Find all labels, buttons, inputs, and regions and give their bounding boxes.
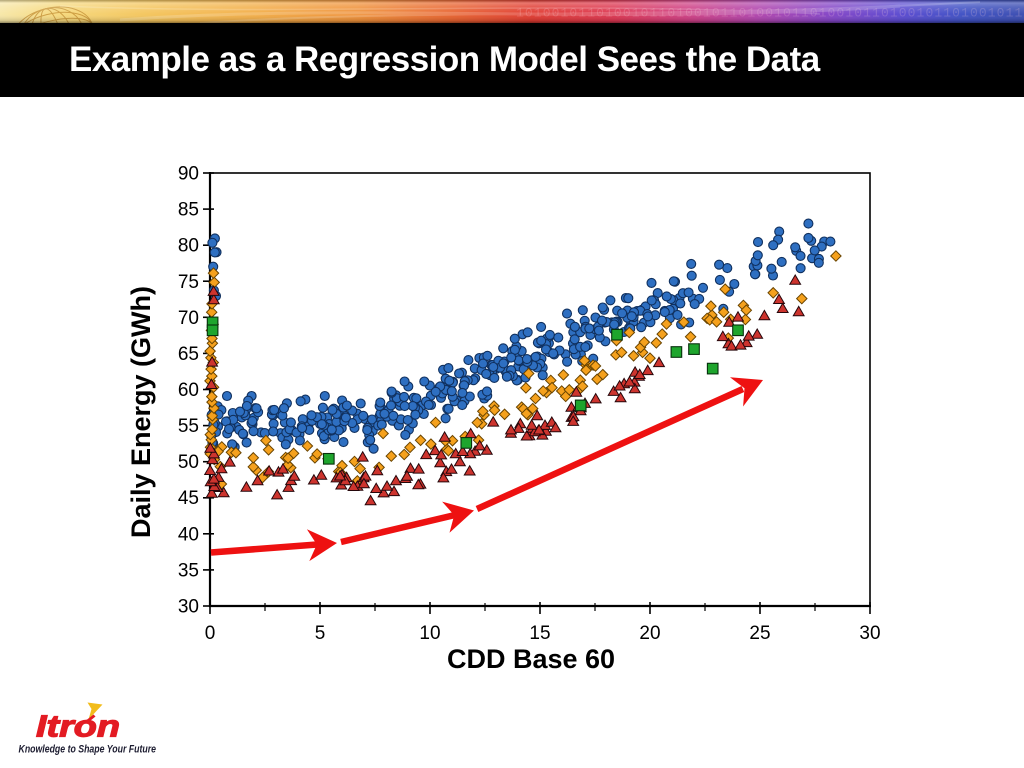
svg-text:55: 55 <box>178 416 199 437</box>
svg-text:Knowledge to Shape Your Future: Knowledge to Shape Your Future <box>19 744 157 756</box>
svg-text:15: 15 <box>529 623 550 644</box>
svg-text:Daily Energy (GWh): Daily Energy (GWh) <box>126 286 156 538</box>
svg-text:0: 0 <box>205 623 216 644</box>
svg-text:10: 10 <box>419 623 440 644</box>
svg-text:75: 75 <box>178 272 199 293</box>
svg-text:45: 45 <box>178 488 199 509</box>
svg-text:80: 80 <box>178 236 199 257</box>
svg-text:50: 50 <box>178 452 199 473</box>
svg-text:70: 70 <box>178 308 199 329</box>
svg-text:60: 60 <box>178 380 199 401</box>
svg-text:65: 65 <box>178 344 199 365</box>
svg-text:90: 90 <box>178 164 199 185</box>
svg-text:30: 30 <box>178 597 199 618</box>
svg-text:5: 5 <box>315 623 326 644</box>
svg-text:Itron: Itron <box>36 709 120 744</box>
svg-text:20: 20 <box>639 623 660 644</box>
svg-text:85: 85 <box>178 200 199 221</box>
svg-text:CDD Base 60: CDD Base 60 <box>447 644 615 674</box>
svg-text:35: 35 <box>178 560 199 581</box>
svg-text:40: 40 <box>178 524 199 545</box>
svg-text:30: 30 <box>859 623 880 644</box>
svg-text:25: 25 <box>749 623 770 644</box>
